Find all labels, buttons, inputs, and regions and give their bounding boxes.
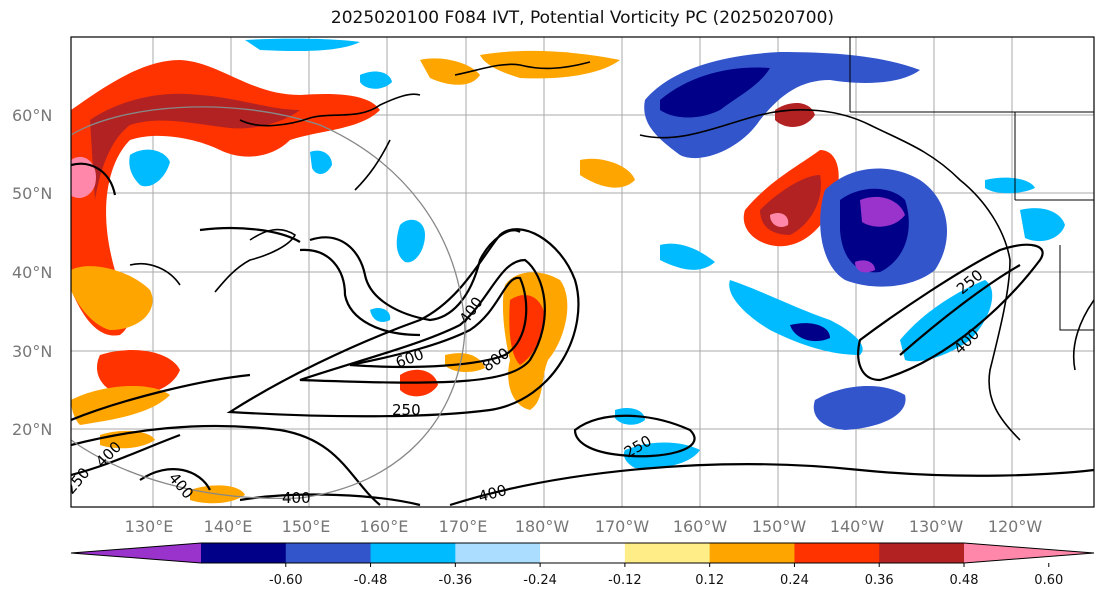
lon-label: 130°W bbox=[909, 517, 964, 536]
lon-label: 170°E bbox=[439, 517, 488, 536]
lat-label: 20°N bbox=[12, 420, 52, 439]
colorbar-segment bbox=[201, 543, 287, 563]
coastlines bbox=[129, 61, 1094, 441]
contour-label: 400 bbox=[282, 489, 311, 507]
colorbar-tick-label: -0.60 bbox=[269, 573, 303, 588]
colorbar-segment bbox=[794, 543, 880, 563]
gridlines bbox=[71, 37, 1094, 507]
colorbar-segment bbox=[879, 543, 965, 563]
colorbar-extend-max bbox=[964, 543, 1094, 563]
lon-label: 140°E bbox=[204, 517, 253, 536]
colorbar-tick-label: 0.12 bbox=[695, 573, 724, 588]
colorbar-tick-label: 0.36 bbox=[865, 573, 894, 588]
colorbar-segment bbox=[709, 543, 795, 563]
colorbar-tick-label: -0.12 bbox=[608, 573, 642, 588]
lon-label: 160°E bbox=[360, 517, 409, 536]
lon-label: 150°W bbox=[752, 517, 807, 536]
colorbar-tick-label: 0.24 bbox=[780, 573, 809, 588]
pv-negative-fields bbox=[129, 38, 1065, 469]
political-borders bbox=[849, 37, 1094, 331]
lon-label: 180°W bbox=[515, 517, 570, 536]
lon-label: 170°W bbox=[595, 517, 650, 536]
range-circle bbox=[71, 106, 466, 500]
longitude-labels: 130°E 140°E 150°E 160°E 170°E 180°W 170°… bbox=[125, 517, 1043, 536]
colorbar-tick-label: -0.24 bbox=[523, 573, 557, 588]
colorbar-segment bbox=[455, 543, 541, 563]
colorbar-tick-label: -0.48 bbox=[354, 573, 388, 588]
lon-label: 140°W bbox=[830, 517, 885, 536]
colorbar-tick-label: 0.48 bbox=[950, 573, 979, 588]
colorbar-segment bbox=[540, 543, 626, 563]
colorbar: -0.60 -0.48 -0.36 -0.24 -0.12 0.12 0.24 0.36 0.4… bbox=[70, 542, 1095, 588]
contour-label: 250 bbox=[392, 401, 421, 419]
lon-label: 160°W bbox=[673, 517, 728, 536]
colorbar-segment bbox=[285, 543, 372, 563]
lat-label: 60°N bbox=[12, 106, 52, 125]
lon-label: 120°W bbox=[988, 517, 1043, 536]
map-border bbox=[70, 36, 1095, 508]
lat-label: 30°N bbox=[12, 342, 52, 361]
latitude-labels: 60°N 50°N 40°N 30°N 20°N bbox=[12, 106, 52, 439]
map-title: 2025020100 F084 IVT, Potential Vorticity… bbox=[330, 8, 835, 28]
map-content: 250 400 600 800 400 250 250 400 400 400 … bbox=[71, 37, 1094, 507]
colorbar-segment bbox=[370, 543, 456, 563]
colorbar-tick-label: -0.36 bbox=[439, 573, 473, 588]
colorbar-segment bbox=[624, 543, 711, 563]
colorbar-extend-min bbox=[71, 543, 201, 563]
colorbar-tick-label: 0.60 bbox=[1034, 573, 1063, 588]
lat-label: 40°N bbox=[12, 263, 52, 282]
colorbar-outline bbox=[70, 542, 1095, 564]
lat-label: 50°N bbox=[12, 184, 52, 203]
lon-label: 150°E bbox=[282, 517, 331, 536]
lon-label: 130°E bbox=[125, 517, 174, 536]
